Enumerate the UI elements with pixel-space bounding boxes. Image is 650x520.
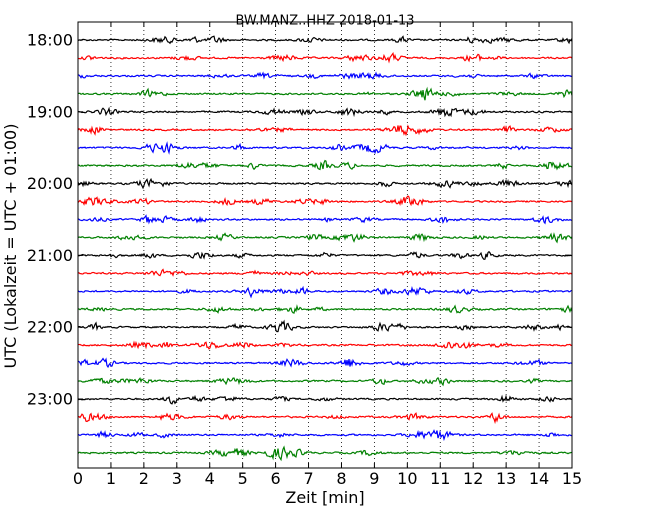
x-tick-label-15: 15: [562, 469, 582, 488]
y-tick-label-4: 22:00: [27, 318, 73, 337]
trace-2045: [77, 232, 573, 244]
x-tick-label-7: 7: [303, 469, 313, 488]
x-tick-label-2: 2: [139, 469, 149, 488]
x-tick-label-4: 4: [205, 469, 215, 488]
trace-1845: [77, 86, 573, 101]
trace-1815: [77, 51, 573, 64]
y-axis-ticks: 18:00 19:00 20:00 21:00 22:00 23:00: [27, 31, 572, 409]
plot-frame: [77, 21, 573, 469]
y-tick-label-2: 20:00: [27, 174, 73, 193]
y-tick-label-3: 21:00: [27, 246, 73, 265]
x-tick-label-14: 14: [529, 469, 549, 488]
x-tick-label-3: 3: [172, 469, 182, 488]
trace-2000: [77, 177, 573, 190]
trace-1900: [77, 106, 573, 118]
x-tick-label-5: 5: [238, 469, 248, 488]
x-axis-ticks: 0 1 2 3 4 5 6 7 8 9 10 11 12 13 14 15: [73, 22, 582, 488]
trace-2330: [77, 429, 573, 442]
y-axis-label: UTC (Lokalzeit = UTC + 01:00): [1, 124, 20, 369]
trace-2315: [77, 412, 573, 425]
y-tick-label-1: 19:00: [27, 102, 73, 121]
trace-2130: [77, 285, 573, 299]
trace-1800: [77, 35, 573, 45]
chart-title: BW.MANZ..HHZ 2018-01-13: [235, 14, 414, 29]
y-tick-label-0: 18:00: [27, 31, 73, 50]
trace-2230: [77, 357, 573, 369]
trace-1830: [77, 71, 573, 80]
x-tick-label-9: 9: [369, 469, 379, 488]
trace-1930: [77, 141, 573, 155]
trace-2345: [77, 445, 573, 462]
seismic-traces: [77, 35, 573, 462]
trace-2215: [77, 340, 573, 350]
trace-2115: [77, 268, 573, 277]
x-tick-label-12: 12: [463, 469, 483, 488]
x-tick-label-8: 8: [336, 469, 346, 488]
trace-2245: [77, 376, 573, 387]
x-axis-label: Zeit [min]: [285, 488, 364, 507]
trace-2100: [77, 250, 573, 261]
trace-2145: [77, 304, 573, 314]
x-tick-label-0: 0: [73, 469, 83, 488]
x-tick-label-6: 6: [271, 469, 281, 488]
x-tick-label-11: 11: [430, 469, 450, 488]
trace-2030: [77, 214, 573, 225]
x-tick-label-1: 1: [106, 469, 116, 488]
x-tick-label-13: 13: [496, 469, 516, 488]
trace-2300: [77, 394, 573, 405]
trace-2200: [77, 319, 573, 333]
trace-1945: [77, 159, 573, 171]
y-tick-label-5: 23:00: [27, 390, 73, 409]
trace-2015: [77, 195, 573, 207]
trace-1915: [77, 124, 573, 137]
x-tick-label-10: 10: [397, 469, 417, 488]
